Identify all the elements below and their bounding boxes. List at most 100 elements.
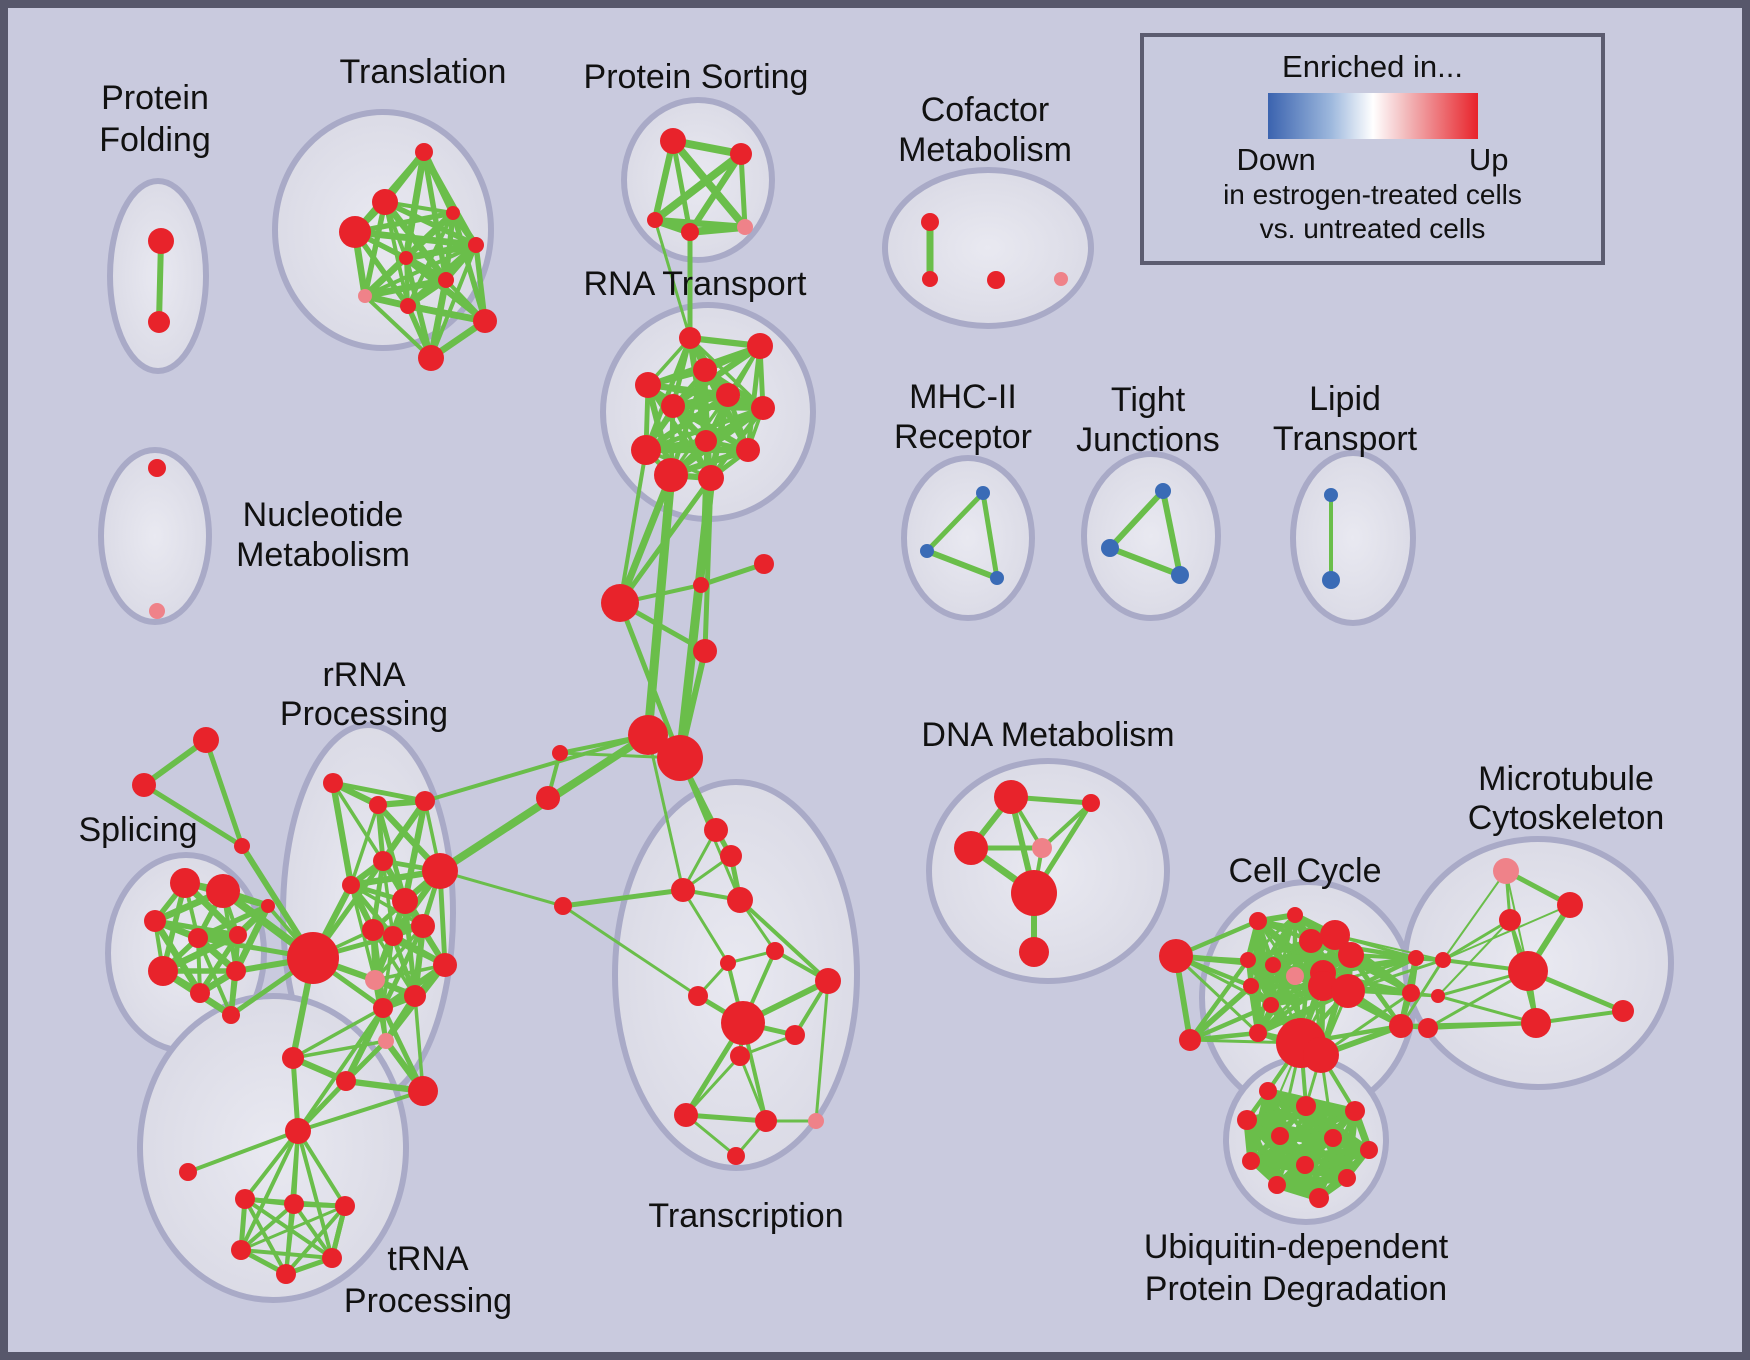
edge-trna-processing: [296, 1129, 334, 1260]
gene-set-node-transcription: [704, 818, 728, 842]
gene-set-node-rrna-processing: [415, 791, 435, 811]
gene-set-node-ubiquitin-degradation: [1324, 1129, 1342, 1147]
gene-set-node-cell-cycle: [1287, 907, 1303, 923]
gene-set-node-rrna-processing: [411, 914, 435, 938]
gene-set-node-transcription: [727, 887, 753, 913]
legend-updown-row: Down Up: [1237, 142, 1509, 178]
connector-node: [552, 745, 568, 761]
gene-set-node-translation: [446, 206, 460, 220]
gene-set-node-ubiquitin-degradation: [1268, 1176, 1286, 1194]
edge-trna-processing: [284, 1204, 347, 1276]
legend-gradient-bar: [1267, 93, 1478, 139]
gene-set-node-splicing: [148, 956, 178, 986]
intercluster-edge: [675, 473, 716, 763]
edge-dna-metabolism: [1040, 801, 1093, 850]
connector-node: [132, 773, 156, 797]
network-canvas: Protein Folding Translation Protein Sorting…: [78, 53, 1674, 1320]
edge-microtubule-cytoskeleton: [1436, 994, 1538, 1025]
cluster-cell-cycle-label: Cell Cycle: [1228, 852, 1381, 890]
edge-protein-sorting: [738, 151, 748, 230]
edge-tight-junctions: [1160, 488, 1183, 578]
cluster-rrna-processing-label: Processing: [280, 695, 448, 733]
gene-set-node-protein-sorting: [647, 212, 663, 228]
edge-trna-processing: [186, 1129, 300, 1174]
gene-set-node-rrna-processing: [392, 888, 418, 914]
cluster-tight-junctions-label: Tight: [1111, 381, 1186, 419]
edge-translation: [443, 210, 456, 283]
gene-set-node-ubiquitin-degradation: [1338, 1169, 1356, 1187]
cluster-tight-junctions-label: Junctions: [1076, 421, 1220, 459]
intercluster-edge: [203, 737, 245, 849]
intercluster-edge: [438, 869, 565, 908]
gene-set-node-microtubule-cytoskeleton: [1435, 952, 1451, 968]
gene-set-node-rrna-processing: [373, 998, 393, 1018]
gene-set-node-translation: [438, 272, 454, 288]
edge-tight-junctions: [1107, 545, 1183, 578]
intercluster-edge: [698, 561, 767, 588]
gene-set-node-trna-processing: [179, 1163, 197, 1181]
edge-protein-sorting: [651, 137, 677, 224]
gene-set-node-cofactor-metabolism: [922, 271, 938, 287]
edge-microtubule-cytoskeleton: [1442, 870, 1507, 961]
gene-set-node-dna-metabolism: [954, 831, 988, 865]
intercluster-edge: [560, 887, 686, 909]
intercluster-edge: [702, 475, 714, 654]
cluster-trna-processing-label: Processing: [344, 1282, 512, 1320]
gene-set-node-protein-sorting: [737, 219, 753, 235]
gene-set-node-splicing: [229, 926, 247, 944]
cluster-protein-folding-label: Protein: [101, 79, 209, 117]
gene-set-node-translation: [339, 216, 371, 248]
edge-trna-processing: [296, 1129, 347, 1208]
gene-set-node-translation: [468, 237, 484, 253]
gene-set-node-cell-cycle: [1159, 939, 1193, 973]
cluster-cofactor-metabolism-label: Metabolism: [898, 131, 1072, 169]
gene-set-node-transcription: [721, 1001, 765, 1045]
cluster-cofactor-metabolism-ellipse: [882, 167, 1094, 329]
gene-set-node-trna-processing: [285, 1118, 311, 1144]
gene-set-node-lipid-transport: [1322, 571, 1340, 589]
gene-set-node-microtubule-cytoskeleton: [1557, 892, 1583, 918]
gene-set-node-rrna-processing: [383, 926, 403, 946]
gene-set-node-dna-metabolism: [1032, 838, 1052, 858]
gene-set-node-cell-cycle: [1320, 920, 1350, 950]
edge-rrna-processing: [381, 934, 395, 1010]
gene-set-node-cell-cycle: [1389, 1014, 1413, 1038]
gene-set-node-rna-transport: [631, 435, 661, 465]
gene-set-node-trna-processing: [335, 1196, 355, 1216]
gene-set-node-rrna-processing: [342, 876, 360, 894]
cluster-trna-processing-label: tRNA: [387, 1240, 469, 1278]
gene-set-node-transcription: [755, 1110, 777, 1132]
gene-set-node-cell-cycle: [1286, 967, 1304, 985]
legend-title: Enriched in...: [1282, 49, 1463, 84]
legend-caption-line2: vs. untreated cells: [1259, 212, 1486, 244]
gene-set-node-transcription: [808, 1113, 824, 1129]
gene-set-node-microtubule-cytoskeleton: [1431, 989, 1445, 1003]
gene-set-node-rna-transport: [698, 465, 724, 491]
edge-protein-sorting: [686, 150, 745, 236]
gene-set-node-ubiquitin-degradation: [1296, 1096, 1316, 1116]
gene-set-node-mhc-ii-receptor: [920, 544, 934, 558]
gene-set-node-rrna-processing: [373, 851, 393, 871]
edge-rrna-processing: [291, 1006, 385, 1060]
gene-set-node-rrna-processing: [365, 970, 385, 990]
edge-cell-cycle: [1319, 991, 1413, 1057]
intercluster-edge: [646, 733, 685, 892]
gene-set-node-cell-cycle: [1249, 1024, 1267, 1042]
edge-rna-transport: [643, 335, 693, 453]
edge-mhc-ii-receptor: [980, 490, 1000, 581]
gene-set-node-ubiquitin-degradation: [1345, 1101, 1365, 1121]
edge-translation: [427, 276, 450, 362]
gene-set-node-translation: [473, 309, 497, 333]
edge-rrna-processing: [401, 797, 429, 905]
legend: Enriched in... Down Up in estrogen-treat…: [1140, 33, 1605, 265]
gene-set-node-microtubule-cytoskeleton: [1612, 1000, 1634, 1022]
edge-trna-processing: [243, 1129, 300, 1201]
edge-rrna-processing: [331, 781, 385, 863]
edge-cell-cycle: [1246, 913, 1297, 962]
gene-set-node-translation: [418, 345, 444, 371]
edge-microtubule-cytoskeleton: [1442, 904, 1571, 961]
edge-microtubule-cytoskeleton: [1437, 919, 1511, 997]
edge-trna-processing: [292, 1202, 334, 1260]
gene-set-node-cell-cycle: [1243, 978, 1259, 994]
edge-translation: [420, 148, 457, 217]
